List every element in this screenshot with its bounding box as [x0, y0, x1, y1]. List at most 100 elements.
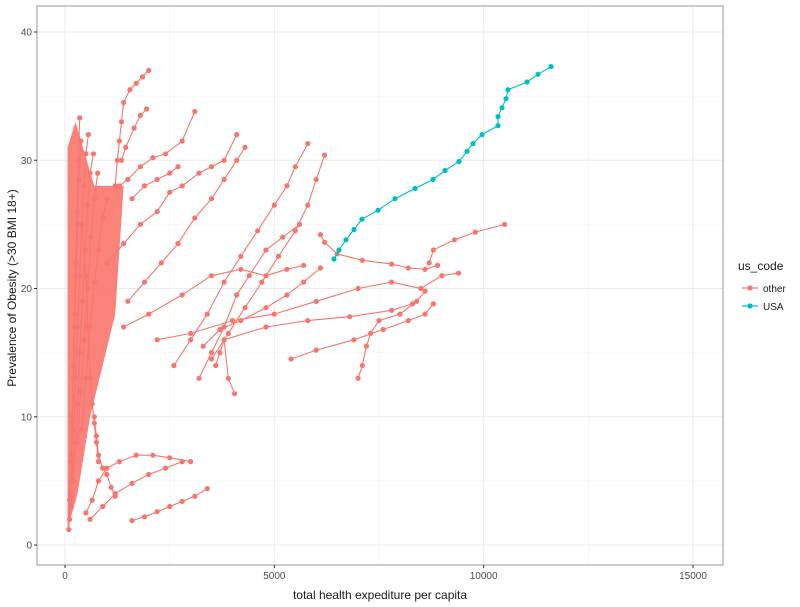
other-series-point: [192, 108, 198, 115]
other-series-point: [380, 326, 386, 333]
other-series-point: [81, 183, 87, 189]
other-series-point: [118, 157, 125, 163]
other-series-point: [139, 74, 146, 80]
other-series-point: [317, 232, 323, 238]
other-series-point: [175, 241, 181, 247]
other-series-point: [100, 215, 106, 221]
other-series-point: [146, 471, 152, 478]
other-series-point: [154, 209, 160, 215]
other-series-point: [179, 292, 185, 298]
other-series-point: [83, 273, 89, 279]
other-series-point: [439, 273, 445, 279]
other-series-point: [112, 493, 118, 499]
other-series-point: [221, 337, 227, 343]
other-series-point: [81, 337, 87, 343]
other-series-point: [313, 347, 319, 353]
other-series-point: [75, 401, 81, 407]
other-series-point: [196, 170, 202, 176]
x-tick-label: 10000: [470, 571, 498, 582]
other-series-point: [95, 459, 102, 465]
other-series-line: [68, 140, 82, 530]
other-series-point: [85, 132, 91, 138]
other-series-point: [389, 261, 395, 267]
other-series-line: [319, 234, 438, 270]
other-series-point: [83, 510, 89, 516]
other-series-point: [116, 459, 122, 465]
usa-series-point: [505, 87, 511, 93]
other-series-point: [292, 228, 298, 234]
other-series-point: [414, 298, 420, 304]
legend-item-usa: USA: [742, 302, 784, 313]
other-series-point: [146, 311, 152, 317]
other-series-point: [137, 221, 143, 227]
other-series-point: [242, 305, 248, 311]
other-series-point: [418, 285, 424, 292]
other-series-line: [81, 224, 100, 462]
other-series-point: [91, 420, 97, 426]
usa-series-point: [479, 132, 485, 138]
other-series-point: [430, 301, 436, 307]
other-series-point: [376, 318, 382, 324]
other-series-point: [301, 279, 307, 285]
other-series-point: [129, 196, 135, 202]
other-series-point: [363, 343, 369, 349]
other-series-point: [104, 196, 110, 202]
other-series-point: [313, 298, 319, 304]
other-series-point: [263, 324, 269, 330]
y-axis: 0 10 20 30 40: [21, 28, 37, 552]
other-series-point: [179, 459, 185, 465]
x-tick-label: 5000: [263, 571, 286, 582]
other-series-point: [154, 337, 160, 343]
other-series-point: [125, 176, 131, 183]
other-series-point: [100, 503, 106, 510]
other-series-point: [79, 427, 85, 433]
usa-series-point: [392, 196, 398, 202]
other-series-point: [234, 157, 240, 163]
other-series-point: [208, 273, 215, 279]
other-series-point: [305, 202, 311, 208]
other-series-point: [188, 459, 194, 465]
usa-series-point: [495, 114, 501, 120]
other-series-point: [77, 350, 83, 356]
other-series-point: [154, 509, 160, 515]
series-usa: [331, 64, 554, 262]
other-series-point: [405, 318, 411, 324]
other-series-point: [397, 311, 403, 317]
other-series-point: [208, 196, 215, 202]
other-series-point: [284, 183, 290, 189]
other-series-point: [242, 144, 248, 150]
other-series-point: [104, 465, 110, 471]
minor-gridlines: [37, 6, 723, 565]
other-series-point: [85, 202, 91, 208]
other-series-point: [229, 318, 236, 324]
other-series-point: [68, 503, 74, 510]
other-series-point: [217, 326, 223, 333]
other-series-point: [288, 356, 294, 362]
other-series-point: [89, 401, 95, 407]
other-series-point: [301, 262, 307, 268]
other-series-point: [422, 288, 428, 294]
other-series-point: [263, 247, 269, 253]
other-series-point: [72, 375, 79, 381]
other-series-point: [422, 311, 428, 317]
x-axis: 0 5000 10000 15000: [62, 565, 707, 582]
other-series-point: [192, 215, 198, 221]
other-series-point: [322, 152, 328, 158]
other-series-point: [85, 324, 91, 330]
other-series-point: [118, 119, 125, 125]
other-series-point: [351, 337, 357, 343]
other-series-point: [114, 157, 120, 163]
other-series-point: [192, 493, 198, 499]
other-series-line: [198, 223, 300, 379]
other-series-point: [131, 125, 137, 131]
other-series-point: [221, 279, 227, 285]
usa-series-point: [375, 207, 381, 213]
other-series-point: [121, 241, 127, 247]
other-series-point: [234, 132, 240, 138]
other-series-point: [141, 279, 148, 285]
other-series-point: [232, 391, 238, 397]
other-series-line: [357, 290, 426, 379]
other-series-point: [144, 106, 150, 112]
other-series-point: [359, 257, 365, 263]
other-series-point: [451, 237, 457, 243]
